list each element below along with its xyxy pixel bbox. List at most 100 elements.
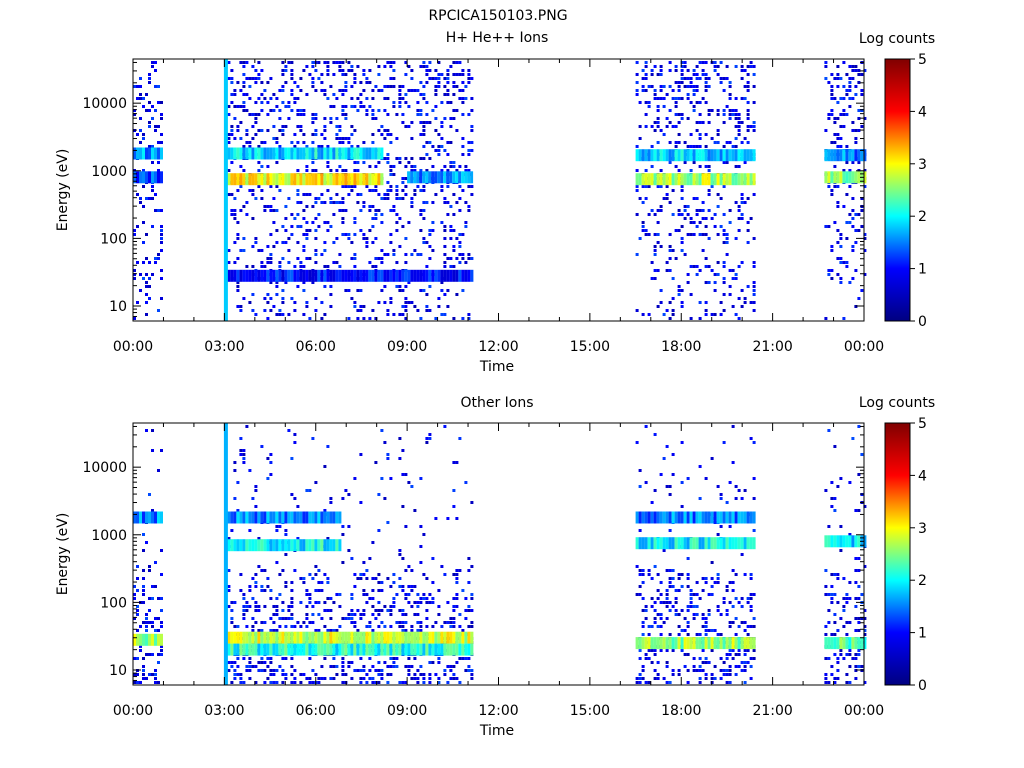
count-pixel	[458, 261, 462, 264]
count-pixel	[728, 141, 732, 144]
energy-band-cell	[335, 643, 339, 656]
energy-band-cell	[740, 511, 744, 524]
count-pixel	[692, 93, 696, 96]
count-pixel	[281, 85, 285, 88]
count-pixel	[662, 549, 666, 552]
count-pixel	[680, 81, 684, 84]
count-pixel	[425, 81, 429, 84]
energy-band-cell	[857, 149, 861, 162]
count-pixel	[157, 629, 160, 632]
energy-band-cell	[254, 643, 258, 656]
energy-band-cell	[428, 643, 432, 656]
count-pixel	[683, 253, 687, 256]
count-pixel	[142, 577, 145, 580]
count-pixel	[419, 65, 423, 68]
count-pixel	[290, 657, 294, 660]
count-pixel	[728, 97, 732, 100]
count-pixel	[719, 61, 723, 64]
count-pixel	[290, 601, 294, 604]
energy-band-cell	[311, 173, 315, 186]
count-pixel	[857, 629, 861, 632]
energy-band-cell	[308, 511, 312, 524]
energy-band-cell	[233, 173, 237, 186]
energy-band-cell	[293, 269, 297, 282]
energy-band-cell	[284, 643, 288, 656]
count-pixel	[422, 573, 426, 576]
energy-band-cell	[353, 147, 357, 160]
count-pixel	[830, 189, 834, 192]
count-pixel	[434, 317, 438, 320]
count-pixel	[836, 577, 840, 580]
count-pixel	[752, 529, 756, 532]
count-pixel	[311, 61, 315, 64]
energy-band-cell	[716, 173, 720, 186]
count-pixel	[401, 449, 405, 452]
count-pixel	[154, 261, 157, 264]
count-pixel	[329, 201, 333, 204]
count-pixel	[320, 81, 324, 84]
count-pixel	[245, 77, 249, 80]
count-pixel	[449, 257, 453, 260]
count-pixel	[464, 225, 468, 228]
count-pixel	[710, 457, 714, 460]
energy-band-cell	[287, 269, 291, 282]
count-pixel	[341, 109, 345, 112]
count-pixel	[830, 497, 834, 500]
energy-band-cell	[266, 511, 270, 524]
count-pixel	[242, 597, 246, 600]
count-pixel	[647, 101, 651, 104]
count-pixel	[145, 653, 148, 656]
count-pixel	[668, 577, 672, 580]
energy-band-cell	[242, 147, 246, 160]
energy-band-cell	[668, 637, 672, 650]
energy-band-cell	[419, 631, 423, 644]
count-pixel	[290, 233, 294, 236]
count-pixel	[230, 601, 234, 604]
count-pixel	[401, 181, 405, 184]
count-pixel	[857, 129, 861, 132]
energy-band-cell	[713, 149, 717, 162]
count-pixel	[713, 61, 717, 64]
count-pixel	[830, 481, 834, 484]
energy-band-cell	[461, 269, 465, 282]
count-pixel	[233, 469, 237, 472]
energy-band-cell	[830, 637, 834, 650]
count-pixel	[443, 85, 447, 88]
count-pixel	[449, 665, 453, 668]
count-pixel	[389, 173, 393, 176]
count-pixel	[269, 257, 273, 260]
count-pixel	[227, 589, 231, 592]
count-pixel	[314, 565, 318, 568]
count-pixel	[341, 61, 345, 64]
count-pixel	[133, 85, 136, 88]
count-pixel	[314, 309, 318, 312]
count-pixel	[251, 77, 255, 80]
count-pixel	[635, 61, 639, 64]
energy-band-cell	[362, 147, 366, 160]
count-pixel	[746, 633, 750, 636]
count-pixel	[278, 573, 282, 576]
count-pixel	[653, 245, 657, 248]
count-pixel	[308, 73, 312, 76]
count-pixel	[275, 605, 279, 608]
energy-band-cell	[251, 539, 255, 552]
count-pixel	[668, 85, 672, 88]
count-pixel	[422, 673, 426, 676]
count-pixel	[266, 457, 270, 460]
count-pixel	[452, 597, 456, 600]
count-pixel	[335, 117, 339, 120]
energy-band-cell	[380, 269, 384, 282]
count-pixel	[716, 233, 720, 236]
count-pixel	[641, 77, 645, 80]
energy-band-cell	[236, 173, 240, 186]
count-pixel	[647, 573, 651, 576]
energy-band-cell	[311, 511, 315, 524]
count-pixel	[416, 309, 420, 312]
count-pixel	[674, 105, 678, 108]
count-pixel	[227, 113, 231, 116]
count-pixel	[154, 617, 157, 620]
count-pixel	[323, 93, 327, 96]
energy-band-cell	[275, 539, 279, 552]
count-pixel	[365, 673, 369, 676]
count-pixel	[362, 613, 366, 616]
